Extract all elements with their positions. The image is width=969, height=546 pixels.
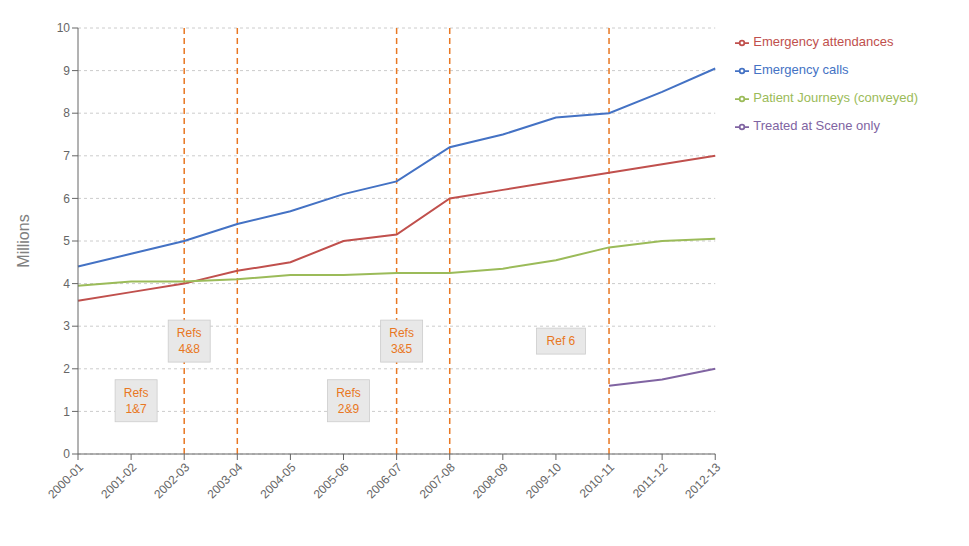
svg-text:2007-08: 2007-08 [417, 460, 458, 501]
svg-text:3: 3 [63, 319, 70, 333]
svg-text:2011-12: 2011-12 [630, 460, 671, 501]
svg-text:2004-05: 2004-05 [258, 460, 299, 501]
svg-text:2008-09: 2008-09 [470, 460, 511, 501]
svg-text:Refs4&8: Refs4&8 [177, 326, 202, 356]
svg-text:Refs1&7: Refs1&7 [124, 386, 149, 416]
html-text:Patient Journeys (conveyed): Patient Journeys (conveyed) [753, 90, 918, 105]
svg-text:2001-02: 2001-02 [98, 460, 139, 501]
svg-text:2012-13: 2012-13 [682, 460, 723, 501]
html-text:Emergency attendances: Emergency attendances [753, 34, 894, 49]
svg-text:7: 7 [63, 149, 70, 163]
svg-text:6: 6 [63, 192, 70, 206]
svg-text:Refs2&9: Refs2&9 [336, 386, 361, 416]
svg-text:5: 5 [63, 234, 70, 248]
svg-text:Refs3&5: Refs3&5 [389, 326, 414, 356]
svg-text:10: 10 [57, 21, 71, 35]
html-text:Emergency calls: Emergency calls [753, 62, 849, 77]
svg-text:4: 4 [63, 277, 70, 291]
svg-text:8: 8 [63, 106, 70, 120]
svg-text:2009-10: 2009-10 [523, 460, 564, 501]
svg-text:2010-11: 2010-11 [577, 460, 618, 501]
svg-text:Millions: Millions [15, 214, 32, 267]
svg-text:9: 9 [63, 64, 70, 78]
svg-text:2003-04: 2003-04 [204, 460, 245, 501]
svg-text:2000-01: 2000-01 [45, 460, 86, 501]
svg-text:2006-07: 2006-07 [364, 460, 405, 501]
html-text:Treated at Scene only: Treated at Scene only [753, 118, 880, 133]
svg-text:2002-03: 2002-03 [151, 460, 192, 501]
svg-text:2: 2 [63, 362, 70, 376]
svg-text:2005-06: 2005-06 [311, 460, 352, 501]
svg-text:Ref 6: Ref 6 [547, 334, 576, 348]
svg-text:1: 1 [63, 405, 70, 419]
svg-text:0: 0 [63, 447, 70, 461]
